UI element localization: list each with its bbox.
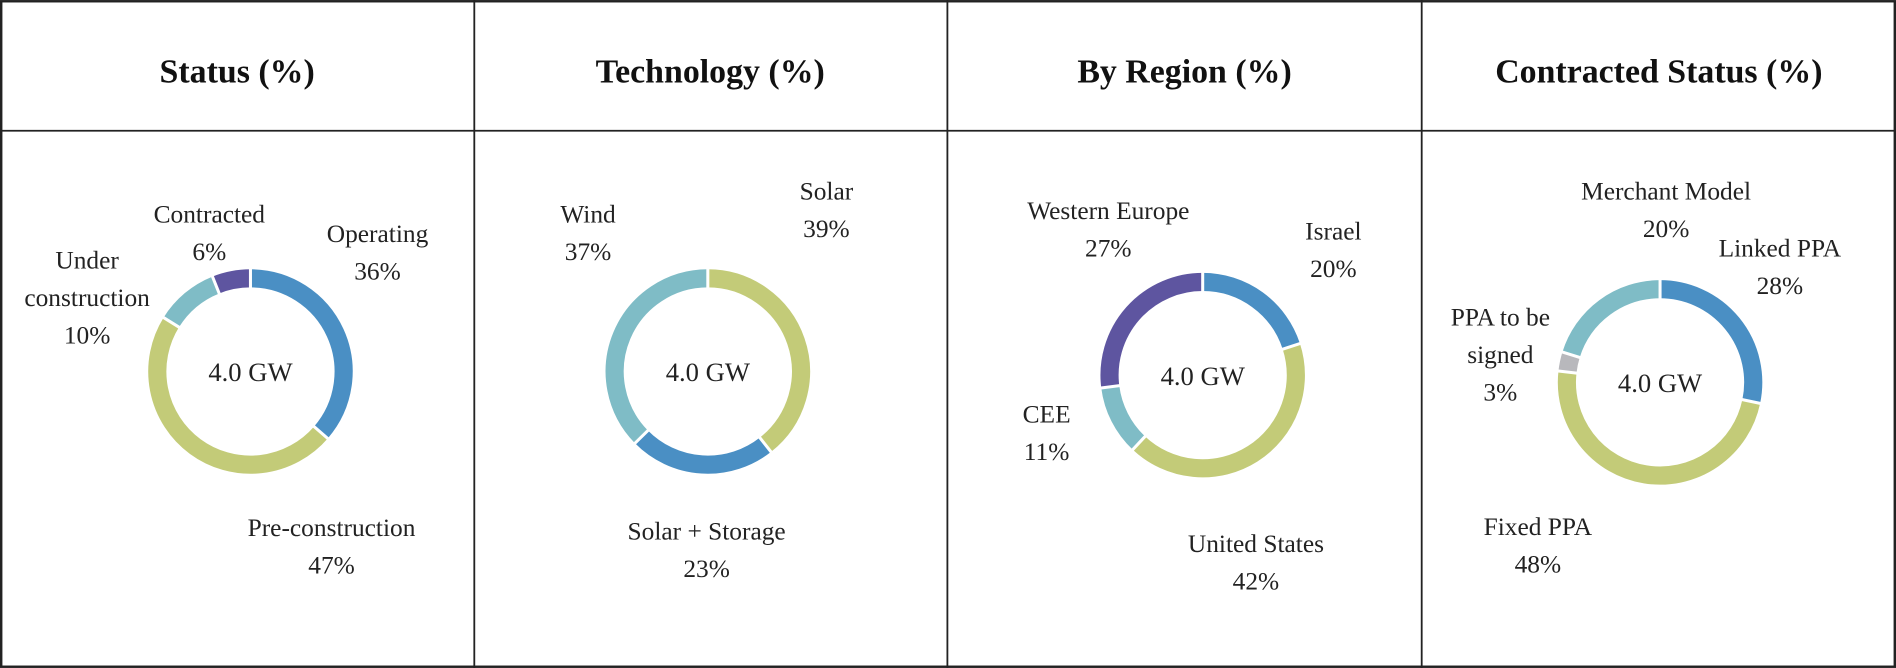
- slice-label: Merchant Model: [1581, 178, 1751, 206]
- donut-slice-pre-construction: [148, 317, 328, 474]
- data-label: Solar 39%: [800, 178, 854, 244]
- data-label: Under construction 10%: [24, 247, 150, 350]
- slice-value-label: 39%: [803, 215, 850, 243]
- donut-slice-fixed-ppa: [1557, 371, 1761, 485]
- donut-slice-wind: [605, 269, 708, 444]
- data-label: Merchant Model 20%: [1581, 178, 1751, 244]
- center-label: 4.0 GW: [1618, 368, 1703, 398]
- slice-value-label: 47%: [308, 552, 355, 580]
- donut-slice-cee: [1101, 385, 1146, 450]
- slice-label: PPA to be: [1451, 304, 1550, 332]
- slice-value-label: 10%: [64, 322, 111, 350]
- donut-slice-merchant-model: [1562, 280, 1661, 358]
- chart-title: Technology (%): [596, 53, 825, 90]
- slice-separator: [161, 315, 181, 330]
- slice-label: Wind: [560, 201, 616, 229]
- slice-label: Under: [55, 247, 119, 275]
- slice-label: United States: [1188, 530, 1324, 558]
- data-label: Wind 37%: [560, 201, 616, 267]
- data-label: United States 42%: [1188, 530, 1324, 596]
- donut-slice-linked-ppa: [1659, 280, 1763, 404]
- slice-value-label: 48%: [1515, 550, 1562, 578]
- donut-slice-israel: [1202, 272, 1300, 350]
- data-label: Linked PPA 28%: [1719, 235, 1842, 301]
- slice-label: CEE: [1023, 400, 1071, 428]
- slice-label: Solar: [800, 178, 854, 206]
- donut-slice-solar-storage: [634, 430, 772, 474]
- slice-label: Fixed PPA: [1484, 513, 1593, 541]
- slice-separator: [1130, 434, 1148, 452]
- slice-separator: [757, 435, 773, 454]
- slice-value-label: 42%: [1233, 567, 1280, 595]
- donut-slice-under-construction: [163, 276, 220, 328]
- slice-label: Pre-construction: [248, 514, 416, 542]
- donut-chart: By Region (%) 4.0 GW Israel 20% United State…: [1023, 53, 1362, 595]
- slice-separator: [1099, 384, 1121, 390]
- data-label: Contracted 6%: [154, 201, 266, 267]
- data-label: CEE 11%: [1023, 400, 1071, 466]
- data-label: Israel 20%: [1305, 218, 1361, 284]
- slice-label: signed: [1467, 341, 1534, 369]
- donut-slice-ppa-to-be-signed: [1558, 352, 1580, 374]
- slice-separator: [1557, 369, 1578, 375]
- data-label: Western Europe 27%: [1027, 197, 1189, 263]
- center-label: 4.0 GW: [208, 357, 293, 387]
- slice-value-label: 20%: [1310, 255, 1357, 283]
- slice-value-label: 3%: [1483, 379, 1517, 407]
- chart-title: Contracted Status (%): [1495, 53, 1822, 90]
- data-label: Solar + Storage 23%: [628, 518, 786, 584]
- chart-title: Status (%): [160, 53, 315, 90]
- slice-value-label: 36%: [354, 258, 401, 286]
- slice-separator: [1740, 397, 1762, 406]
- slice-separator: [633, 428, 650, 446]
- slice-value-label: 6%: [192, 238, 226, 266]
- donut-chart: Status (%) 4.0 GW Operating 36% Pre-construc…: [24, 53, 428, 579]
- slice-label: construction: [24, 284, 150, 312]
- slice-separator: [1560, 350, 1582, 360]
- slice-value-label: 23%: [683, 555, 730, 583]
- center-label: 4.0 GW: [666, 357, 751, 387]
- donut-chart: Technology (%) 4.0 GW Solar 39% Solar + Stor…: [560, 53, 853, 583]
- donut-slice-contracted: [212, 269, 251, 294]
- donut-slice-western-europe: [1100, 272, 1203, 388]
- slice-label: Western Europe: [1027, 197, 1189, 225]
- slice-separator: [210, 274, 222, 296]
- slice-label: Solar + Storage: [628, 518, 786, 546]
- data-label: PPA to be signed 3%: [1451, 304, 1550, 407]
- slice-label: Israel: [1305, 218, 1361, 246]
- center-label: 4.0 GW: [1161, 361, 1246, 391]
- chart-title: By Region (%): [1077, 53, 1291, 90]
- slice-separator: [1281, 341, 1302, 351]
- slice-label: Operating: [327, 220, 429, 248]
- data-label: Operating 36%: [327, 220, 429, 286]
- donut-slice-solar: [707, 269, 811, 452]
- slice-value-label: 28%: [1757, 272, 1804, 300]
- donut-slice-operating: [250, 269, 353, 439]
- donut-slice-united-states: [1132, 343, 1305, 478]
- slice-separator: [312, 424, 330, 441]
- slice-label: Contracted: [154, 201, 266, 229]
- slice-value-label: 11%: [1024, 438, 1070, 466]
- slice-value-label: 37%: [565, 238, 612, 266]
- slice-label: Linked PPA: [1719, 235, 1842, 263]
- slice-value-label: 20%: [1643, 215, 1690, 243]
- data-label: Fixed PPA 48%: [1484, 513, 1593, 579]
- slice-value-label: 27%: [1085, 235, 1132, 263]
- data-label: Pre-construction 47%: [248, 514, 416, 580]
- donut-chart: Contracted Status (%) 4.0 GW Linked PPA 28%…: [1451, 53, 1842, 578]
